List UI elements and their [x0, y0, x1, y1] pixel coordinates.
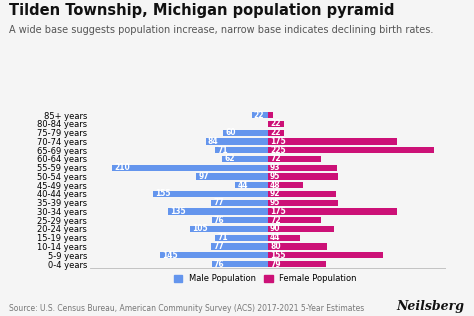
Bar: [268, 173, 338, 179]
Text: 175: 175: [270, 207, 286, 216]
Legend: Male Population, Female Population: Male Population, Female Population: [171, 271, 360, 287]
Bar: [211, 261, 268, 267]
Bar: [215, 147, 268, 153]
Text: 95: 95: [270, 198, 281, 207]
Text: 155: 155: [270, 251, 285, 260]
Bar: [196, 173, 268, 179]
Text: Source: U.S. Census Bureau, American Community Survey (ACS) 2017-2021 5-Year Est: Source: U.S. Census Bureau, American Com…: [9, 304, 365, 313]
Text: Neilsberg: Neilsberg: [397, 300, 465, 313]
Bar: [190, 226, 268, 232]
Text: 44: 44: [270, 233, 281, 242]
Text: 84: 84: [208, 137, 219, 146]
Bar: [268, 130, 284, 136]
Text: 71: 71: [218, 146, 228, 155]
Bar: [235, 182, 268, 188]
Text: 22: 22: [270, 119, 281, 128]
Text: 71: 71: [218, 233, 228, 242]
Text: 155: 155: [155, 190, 171, 198]
Text: 90: 90: [270, 224, 281, 234]
Text: A wide base suggests population increase, narrow base indicates declining birth : A wide base suggests population increase…: [9, 25, 434, 35]
Bar: [211, 217, 268, 223]
Text: 175: 175: [270, 137, 286, 146]
Bar: [268, 121, 284, 127]
Text: 97: 97: [198, 172, 209, 181]
Bar: [211, 200, 268, 206]
Bar: [112, 165, 268, 171]
Text: 44: 44: [237, 181, 248, 190]
Bar: [268, 252, 383, 258]
Bar: [223, 130, 268, 136]
Bar: [211, 243, 268, 250]
Bar: [160, 252, 268, 258]
Text: 80: 80: [270, 242, 281, 251]
Text: 210: 210: [115, 163, 130, 172]
Bar: [222, 156, 268, 162]
Bar: [206, 138, 268, 145]
Bar: [153, 191, 268, 197]
Text: 79: 79: [270, 259, 281, 269]
Text: 77: 77: [213, 198, 224, 207]
Bar: [268, 112, 273, 118]
Bar: [252, 112, 268, 118]
Text: 225: 225: [270, 146, 286, 155]
Text: 76: 76: [214, 259, 224, 269]
Bar: [268, 156, 321, 162]
Text: 105: 105: [192, 224, 208, 234]
Text: 72: 72: [270, 155, 281, 163]
Bar: [268, 226, 335, 232]
Bar: [268, 234, 301, 241]
Text: 22: 22: [254, 111, 264, 120]
Text: 145: 145: [163, 251, 178, 260]
Text: 77: 77: [213, 242, 224, 251]
Bar: [268, 200, 338, 206]
Text: 93: 93: [270, 163, 281, 172]
Bar: [268, 165, 337, 171]
Bar: [168, 208, 268, 215]
Bar: [268, 217, 321, 223]
Text: 22: 22: [270, 128, 281, 137]
Text: 72: 72: [270, 216, 281, 225]
Bar: [268, 182, 303, 188]
Text: 62: 62: [224, 155, 235, 163]
Text: 48: 48: [270, 181, 281, 190]
Text: 95: 95: [270, 172, 281, 181]
Text: 135: 135: [170, 207, 186, 216]
Text: 76: 76: [214, 216, 224, 225]
Bar: [215, 234, 268, 241]
Bar: [268, 243, 327, 250]
Bar: [268, 138, 397, 145]
Text: 60: 60: [226, 128, 236, 137]
Bar: [268, 147, 435, 153]
Text: 92: 92: [270, 190, 281, 198]
Bar: [268, 191, 336, 197]
Bar: [268, 208, 397, 215]
Bar: [268, 261, 326, 267]
Text: Tilden Township, Michigan population pyramid: Tilden Township, Michigan population pyr…: [9, 3, 395, 18]
